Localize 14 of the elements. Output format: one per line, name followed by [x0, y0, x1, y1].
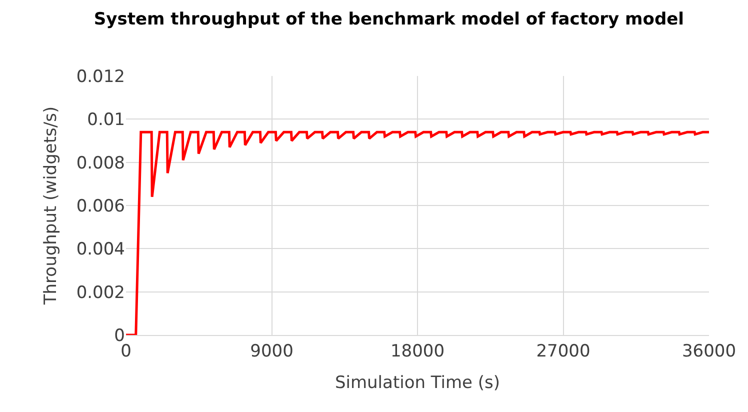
x-axis-title: Simulation Time (s) [334, 372, 500, 393]
y-tick-label: 0.004 [76, 240, 125, 260]
y-axis-title: Throughput (widgets/s) [40, 106, 61, 306]
x-tick-label: 36000 [682, 341, 736, 362]
y-tick-label: 0.01 [87, 110, 125, 130]
x-tick-label: 27000 [536, 341, 590, 362]
y-tick-label: 0.006 [76, 196, 125, 216]
y-tick-label: 0.002 [76, 282, 125, 303]
y-tick-label: 0.008 [76, 153, 125, 174]
line-series [126, 130, 709, 335]
chart-title: System throughput of the benchmark model of factory model [94, 9, 684, 30]
x-tick-label: 18000 [390, 341, 445, 362]
y-tick-label: 0.012 [76, 66, 125, 87]
x-tick-label: 9000 [250, 341, 294, 362]
